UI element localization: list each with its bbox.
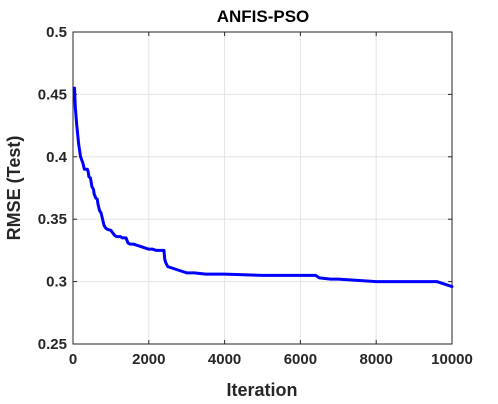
x-tick-label: 4000 [208,351,241,368]
x-tick-label: 2000 [132,351,165,368]
y-tick-label: 0.25 [38,336,67,353]
chart-title: ANFIS-PSO [217,7,310,26]
x-tick-label: 6000 [284,351,317,368]
axis-ticks [72,31,453,345]
y-tick-label: 0.35 [38,211,67,228]
y-tick-label: 0.3 [46,274,67,291]
y-tick-label: 0.4 [46,149,68,166]
tick-labels: 0 2000 4000 6000 8000 10000 0.25 0.3 0.35 0.4 0.45… [38,24,473,368]
x-axis-label: Iteration [226,380,297,400]
grid [73,32,452,344]
series-group [72,86,454,289]
x-tick-label: 10000 [431,351,473,368]
x-tick-label: 0 [69,351,77,368]
plot-area-frame [72,31,453,345]
x-tick-label: 8000 [360,351,393,368]
y-axis-label: RMSE (Test) [4,136,24,241]
series-line [72,86,454,289]
y-tick-label: 0.5 [46,24,67,41]
y-tick-label: 0.45 [38,86,67,103]
